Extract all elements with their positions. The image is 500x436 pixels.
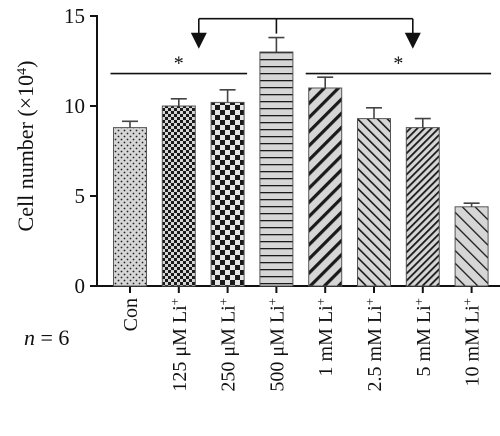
- arrow-head: [190, 32, 207, 49]
- category-label: 1 mM Li+: [313, 298, 338, 376]
- y-tick-label: 5: [75, 184, 86, 208]
- bar: [113, 127, 147, 287]
- bar: [210, 101, 245, 287]
- significance-star: *: [174, 53, 184, 75]
- annotations: * *: [110, 17, 492, 75]
- y-tick-label: 0: [75, 274, 86, 298]
- y-tick-label: 10: [64, 94, 85, 118]
- category-label: 10 mM Li+: [459, 298, 484, 386]
- bar: [308, 87, 343, 287]
- category-label: 500 μM Li+: [264, 298, 289, 392]
- bar: [357, 118, 391, 287]
- x-axis-labels: Con 125 μM Li+ 250 μM Li+ 500 μM Li+ 1 mM Li…: [120, 298, 484, 392]
- category-label: 2.5 mM Li+: [362, 298, 387, 391]
- sample-size-label: n = 6: [24, 325, 69, 350]
- bar: [161, 105, 196, 287]
- y-tick-label: 15: [64, 4, 85, 28]
- y-axis-title: Cell number (×104): [13, 61, 38, 232]
- arrow-head: [404, 32, 421, 49]
- category-label: 5 mM Li+: [410, 298, 435, 376]
- bar: [405, 127, 440, 287]
- category-label: 250 μM Li+: [215, 298, 240, 392]
- bar: [454, 206, 489, 287]
- category-label: 125 μM Li+: [166, 298, 191, 392]
- category-label: Con: [120, 298, 142, 331]
- bars: [113, 36, 489, 287]
- bar: [259, 51, 294, 287]
- significance-star: *: [393, 53, 403, 75]
